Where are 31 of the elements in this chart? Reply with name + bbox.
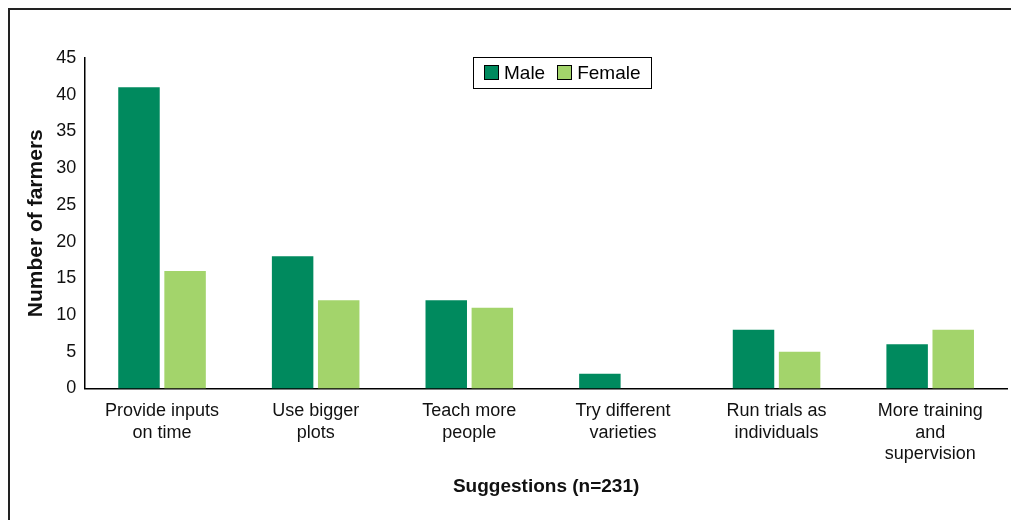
x-tick-label: Try different varieties [575,400,671,442]
legend-label: Male [503,62,546,84]
bar [118,87,160,389]
bar [886,344,928,389]
y-tick-label: 0 [66,377,77,398]
y-tick-label: 40 [56,83,77,104]
bar [732,329,775,389]
y-tick-label: 45 [56,46,77,67]
bar [471,307,514,389]
y-tick-label: 30 [56,157,77,178]
bar [164,270,206,389]
bar [579,373,621,389]
legend-label: Female [576,62,641,84]
bar [317,300,360,389]
x-tick-label: Teach more people [422,400,517,442]
y-axis-title: Number of farmers [23,129,47,318]
bar [778,351,821,389]
y-tick-label: 10 [56,303,77,324]
y-tick-label: 25 [56,193,77,214]
x-tick-label: Use bigger plots [272,400,360,442]
y-tick-label: 20 [56,230,77,251]
y-tick-label: 35 [56,120,77,141]
bar [932,329,974,389]
bar [425,300,467,389]
y-tick-label: 5 [66,340,77,361]
x-tick-label: More training and supervision [877,400,983,464]
x-tick-label: Provide inputs on time [105,400,220,442]
y-tick-label: 15 [56,267,77,288]
x-tick-label: Run trials as individuals [726,400,827,442]
bar [271,256,314,389]
x-axis-title: Suggestions (n=231) [452,474,640,496]
